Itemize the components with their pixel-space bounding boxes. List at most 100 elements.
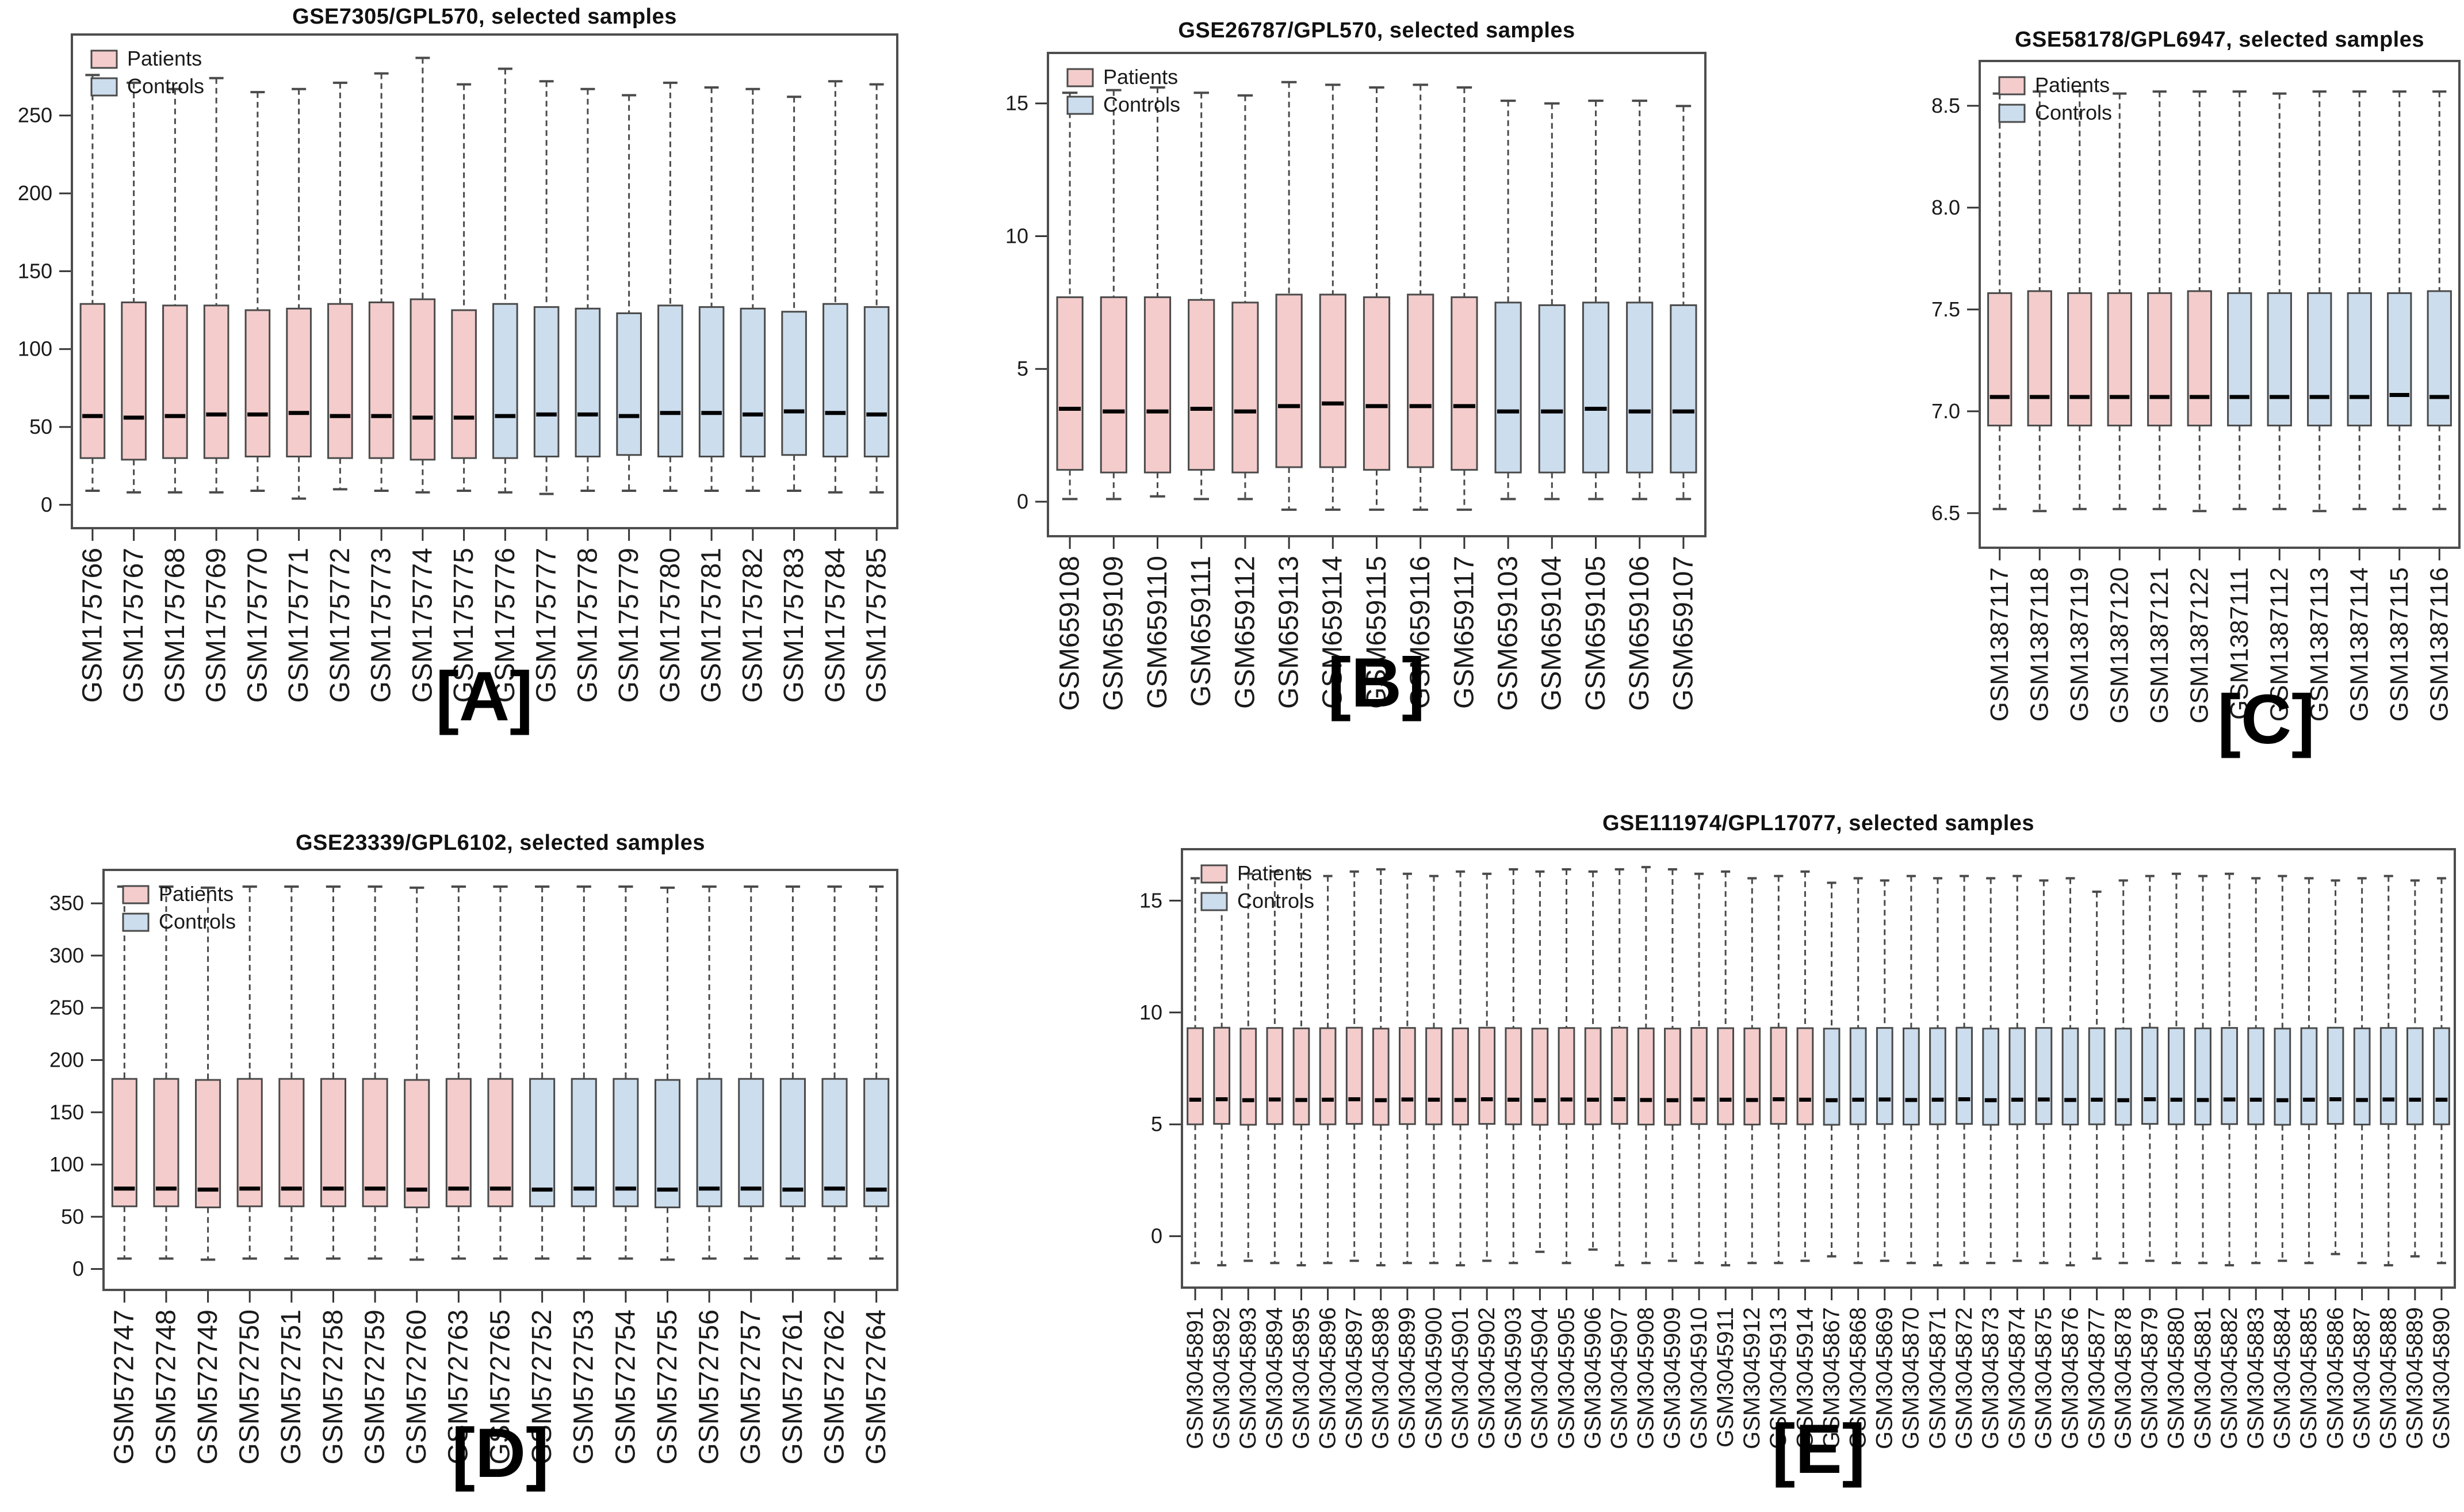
boxplot-box <box>698 306 725 457</box>
boxplot-box <box>445 1078 472 1208</box>
x-tick-label: GSM1387114 <box>2345 567 2373 721</box>
x-tick-label: GSM3045874 <box>2004 1307 2030 1449</box>
boxplot-box <box>1231 301 1259 474</box>
x-tick-label: GSM659109 <box>1099 556 1129 711</box>
x-tick-label: GSM1387116 <box>2425 567 2453 721</box>
x-tick-label: GSM1387113 <box>2305 567 2333 721</box>
boxplot-box <box>2347 292 2372 427</box>
panel-a-title: GSE7305/GPL570, selected samples <box>292 5 677 29</box>
x-tick-label: GSM3045896 <box>1315 1307 1340 1449</box>
panel-a: 0 50 100 150 200 250 GSM175766 GSM175767 GSM1757… <box>18 33 898 703</box>
x-tick-label: GSM572753 <box>569 1309 599 1465</box>
boxplot-box <box>696 1078 722 1208</box>
x-tick-label: GSM659116 <box>1405 556 1436 709</box>
x-tick-label: GSM1387115 <box>2385 567 2413 721</box>
boxplot-box <box>1582 301 1610 474</box>
boxplot-box <box>1399 1027 1416 1125</box>
x-tick-label: GSM3045895 <box>1288 1307 1314 1449</box>
boxplot-box <box>2168 1027 2185 1125</box>
boxplot-box <box>2114 1028 2132 1126</box>
boxplot-box <box>654 1079 681 1209</box>
x-tick-label: GSM175777 <box>531 548 561 703</box>
y-tick-label: 250 <box>49 996 84 1020</box>
boxplot-box <box>2035 1027 2053 1125</box>
plot-frame <box>102 869 898 1291</box>
boxplot-box <box>740 307 766 457</box>
boxplot-box <box>2274 1028 2291 1126</box>
boxplot-box <box>2067 292 2092 427</box>
boxplot-box <box>1451 296 1478 471</box>
plot-frame <box>1979 60 2461 549</box>
y-tick-label: 0 <box>1151 1224 1162 1248</box>
panel-c-title: GSE58178/GPL6947, selected samples <box>2015 28 2424 52</box>
y-tick-label: 15 <box>1139 888 1162 912</box>
x-tick-label: GSM1387111 <box>2225 567 2253 720</box>
boxplot-box <box>2387 292 2412 427</box>
panel-d: 0 50 100 150 200 250 300 350 GSM572747 GSM572748 G… <box>49 869 898 1465</box>
boxplot-box <box>410 298 436 461</box>
x-tick-label: GSM659104 <box>1537 556 1567 711</box>
x-tick-label: GSM3045903 <box>1501 1307 1526 1449</box>
boxplot-box <box>2227 292 2252 427</box>
boxplot-box <box>863 306 890 457</box>
x-tick-label: GSM3045909 <box>1660 1307 1685 1449</box>
y-tick-label: 250 <box>18 104 52 127</box>
y-tick-label: 300 <box>49 944 84 967</box>
x-tick-label: GSM659113 <box>1273 556 1304 709</box>
x-tick-label: GSM572747 <box>109 1309 140 1465</box>
x-tick-label: GSM3045901 <box>1448 1307 1473 1449</box>
y-tick-label: 100 <box>18 337 52 361</box>
x-tick-label: GSM3045902 <box>1474 1307 1499 1449</box>
boxplot-box <box>1143 296 1172 474</box>
x-tick-label: GSM175778 <box>572 548 603 703</box>
x-tick-label: GSM3045879 <box>2137 1307 2163 1449</box>
x-tick-label: GSM572748 <box>151 1309 181 1465</box>
legend-swatch-controls <box>1998 104 2026 123</box>
x-tick-label: GSM3045912 <box>1739 1307 1765 1449</box>
boxplot-box <box>529 1078 556 1208</box>
x-tick-label: GSM175779 <box>614 548 644 703</box>
x-tick-label: GSM175782 <box>737 548 768 703</box>
y-tick-label: 6.5 <box>1931 501 1960 525</box>
x-tick-label: GSM572750 <box>235 1309 265 1465</box>
boxplot-box <box>1266 1027 1284 1125</box>
boxplot-box <box>492 303 518 459</box>
boxplot-box <box>121 301 147 461</box>
y-tick-label: 10 <box>1139 1001 1162 1024</box>
boxplot-box <box>1584 1027 1602 1125</box>
boxplot-box <box>738 1078 764 1208</box>
x-tick-label: GSM1387120 <box>2105 567 2133 724</box>
x-tick-label: GSM1387122 <box>2185 567 2213 724</box>
boxplot-box <box>781 311 807 456</box>
x-tick-label: GSM3045890 <box>2429 1307 2454 1449</box>
x-tick-label: GSM3045891 <box>1183 1307 1208 1449</box>
boxplot-box <box>2221 1027 2238 1125</box>
x-tick-label: GSM1387119 <box>2065 567 2094 721</box>
boxplot-box <box>2300 1027 2318 1125</box>
boxplot-box <box>616 312 642 456</box>
boxplot-box <box>571 1078 597 1208</box>
boxplot-box <box>2267 292 2292 427</box>
panel-d-letter: [D] <box>452 1414 549 1492</box>
x-tick-label: GSM3045888 <box>2376 1307 2401 1449</box>
boxplot-box <box>487 1078 514 1208</box>
legend-label-patients: Patients <box>1103 65 1178 89</box>
x-tick-label: GSM175775 <box>449 548 479 703</box>
boxplot-box <box>1407 293 1434 468</box>
x-tick-label: GSM572759 <box>359 1309 390 1465</box>
y-tick-label: 350 <box>49 891 84 915</box>
x-tick-label: GSM572758 <box>318 1309 349 1465</box>
y-tick-label: 15 <box>1005 91 1028 115</box>
boxplot-box <box>1956 1026 1973 1125</box>
legend-label-patients: Patients <box>1237 861 1312 885</box>
boxplot-box <box>111 1078 137 1208</box>
legend-label-controls: Controls <box>127 74 204 98</box>
legend-label-controls: Controls <box>1103 93 1180 116</box>
boxplot-box <box>1929 1027 1946 1125</box>
boxplot-box <box>1987 292 2012 427</box>
boxplot-box <box>657 304 683 457</box>
boxplot-box <box>2247 1027 2265 1125</box>
boxplot-box <box>1056 296 1084 471</box>
boxplot-box <box>1478 1026 1496 1125</box>
